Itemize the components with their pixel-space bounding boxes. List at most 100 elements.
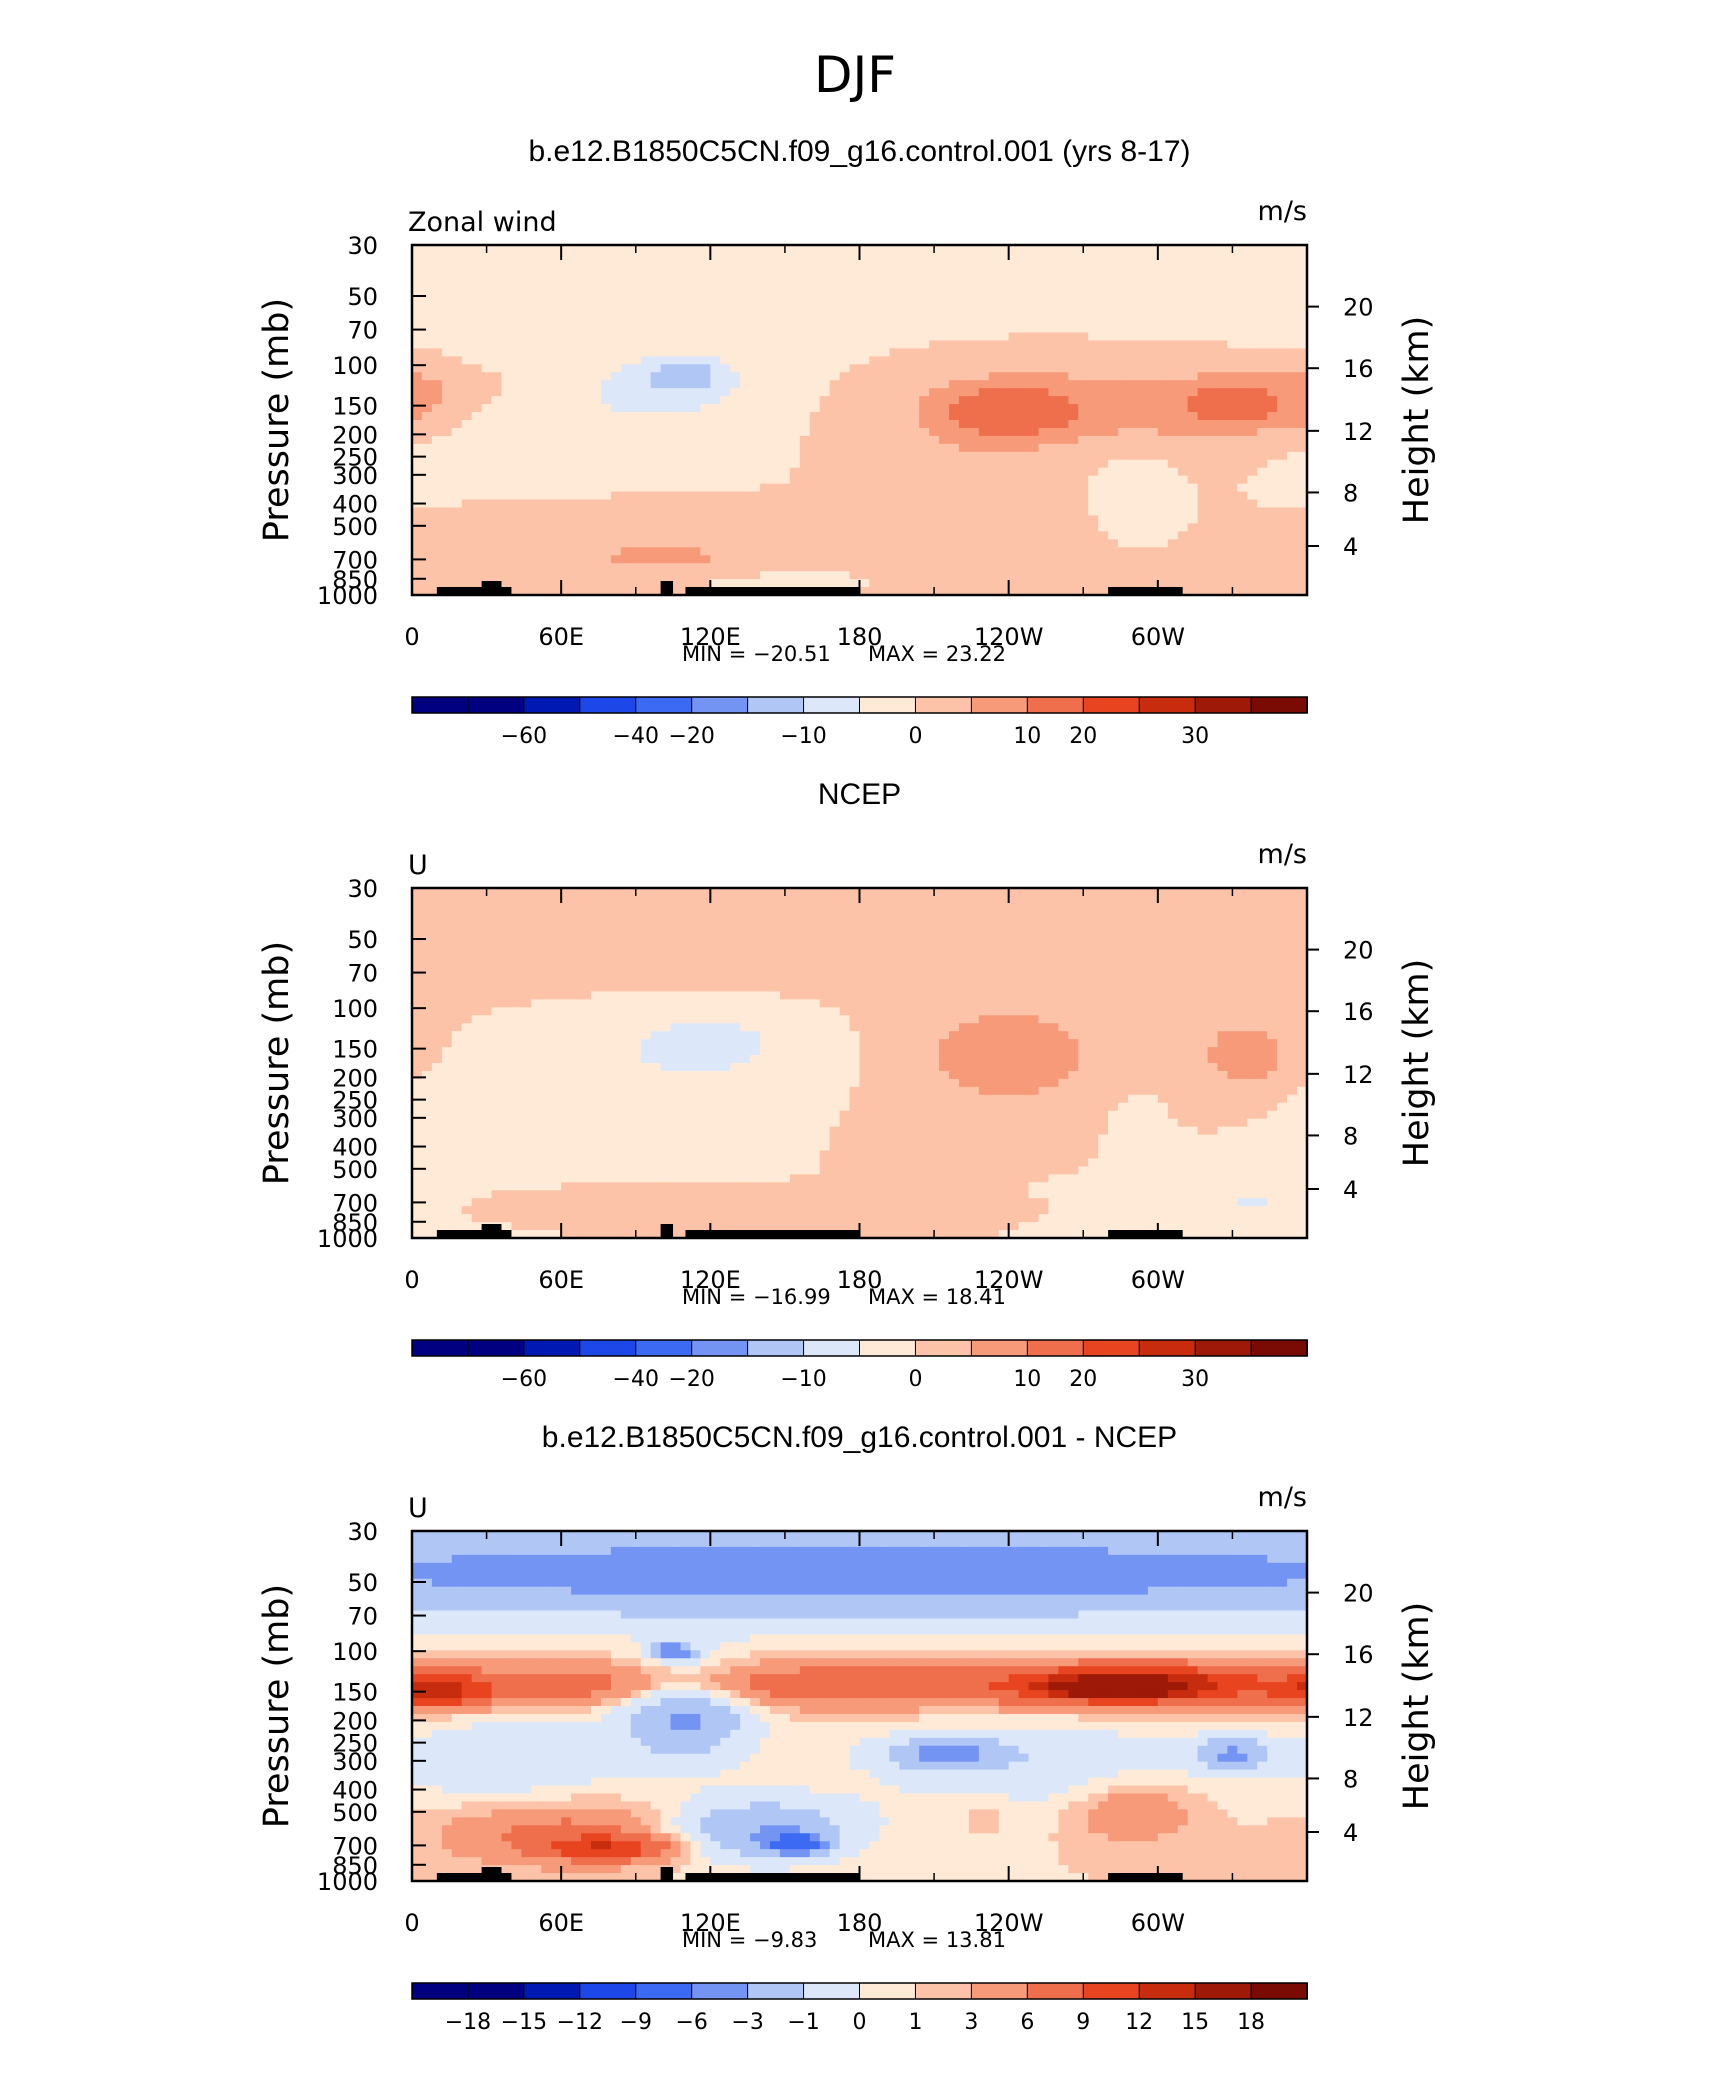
heatmap-cell — [571, 895, 582, 905]
heatmap-cell — [431, 959, 443, 969]
heatmap-cell — [849, 245, 861, 254]
heatmap-cell — [779, 483, 791, 493]
heatmap-cell — [1068, 903, 1079, 913]
heatmap-cell — [839, 396, 851, 405]
heatmap-cell — [1058, 388, 1069, 397]
heatmap-cell — [412, 959, 423, 969]
heatmap-cell — [829, 420, 841, 429]
heatmap-cell — [591, 364, 602, 373]
heatmap-cell — [968, 491, 980, 501]
heatmap-cell — [1157, 372, 1169, 381]
heatmap-cell — [710, 935, 721, 945]
heatmap-cell — [1197, 547, 1209, 556]
heatmap-cell — [829, 563, 841, 572]
heatmap-cell — [1028, 427, 1040, 437]
heatmap-cell — [929, 372, 940, 381]
heatmap-cell — [1287, 935, 1298, 945]
heatmap-cell — [1237, 276, 1248, 286]
heatmap-cell — [939, 531, 950, 540]
heatmap-cell — [849, 420, 861, 429]
heatmap-cell — [670, 284, 682, 294]
heatmap-cell — [939, 356, 950, 365]
heatmap-cell — [740, 427, 751, 437]
heatmap-cell — [869, 959, 880, 969]
heatmap-cell — [839, 252, 851, 262]
heatmap-cell — [431, 252, 443, 262]
heatmap-cell — [1098, 888, 1109, 897]
heatmap-cell — [1008, 531, 1020, 540]
heatmap-cell — [1118, 911, 1129, 921]
heatmap-cell — [421, 372, 433, 381]
heatmap-cell — [660, 427, 672, 437]
heatmap-cell — [1257, 364, 1268, 373]
heatmap-cell — [511, 951, 522, 961]
heatmap-cell — [1048, 459, 1059, 469]
heatmap-cell — [1237, 412, 1248, 421]
heatmap-cell — [988, 435, 1000, 445]
heatmap-cell — [919, 555, 930, 564]
heatmap-cell — [600, 531, 612, 540]
heatmap-cell — [730, 300, 741, 310]
heatmap-cell — [1267, 308, 1278, 318]
heatmap-cell — [551, 276, 562, 286]
heatmap-cell — [591, 571, 602, 580]
heatmap-cell — [1237, 467, 1248, 477]
heatmap-cell — [1128, 372, 1139, 381]
heatmap-cell — [760, 435, 771, 445]
heatmap-cell — [819, 435, 831, 445]
heatmap-cell — [1257, 245, 1268, 254]
heatmap-cell — [531, 252, 542, 262]
heatmap-cell — [610, 555, 622, 564]
heatmap-cell — [1247, 245, 1258, 254]
heatmap-cell — [620, 499, 632, 509]
heatmap-cell — [1008, 412, 1020, 421]
heatmap-cell — [571, 412, 582, 421]
heatmap-cell — [710, 404, 721, 413]
heatmap-cell — [451, 348, 463, 357]
heatmap-cell — [1257, 380, 1268, 389]
heatmap-cell — [1177, 515, 1189, 524]
heatmap-cell — [481, 252, 493, 262]
heatmap-cell — [839, 245, 851, 254]
heatmap-cell — [451, 332, 463, 342]
heatmap-cell — [750, 579, 761, 588]
heatmap-cell — [859, 951, 871, 961]
heatmap-cell — [451, 555, 463, 564]
heatmap-cell — [1038, 451, 1050, 461]
heatmap-cell — [1187, 380, 1199, 389]
heatmap-cell — [939, 587, 950, 596]
heatmap-cell — [968, 515, 980, 524]
heatmap-cell — [949, 364, 960, 373]
heatmap-cell — [680, 364, 692, 373]
heatmap-cell — [809, 340, 821, 349]
heatmap-cell — [1048, 499, 1059, 509]
heatmap-cell — [531, 284, 542, 294]
heatmap-cell — [700, 396, 711, 405]
heatmap-cell — [1257, 348, 1268, 357]
colorbar-box — [691, 696, 749, 714]
heatmap-cell — [680, 245, 692, 254]
heatmap-cell — [1227, 316, 1238, 326]
heatmap-cell — [829, 324, 841, 334]
heatmap-cell — [1038, 571, 1050, 580]
heatmap-cell — [1247, 539, 1258, 548]
heatmap-cell — [521, 563, 532, 572]
heatmap-cell — [541, 571, 552, 580]
heatmap-cell — [760, 308, 771, 318]
heatmap-cell — [521, 404, 532, 413]
heatmap-cell — [600, 903, 612, 913]
heatmap-cell — [1038, 284, 1050, 294]
heatmap-cell — [531, 420, 542, 429]
heatmap-cell — [441, 911, 453, 921]
heatmap-cell — [1088, 443, 1099, 453]
heatmap-cell — [1018, 587, 1030, 596]
heatmap-cell — [1247, 579, 1258, 588]
heatmap-cell — [650, 396, 662, 405]
heatmap-cell — [849, 364, 861, 373]
heatmap-cell — [869, 396, 880, 405]
heatmap-cell — [760, 499, 771, 509]
heatmap-cell — [1068, 483, 1079, 493]
heatmap-cell — [799, 245, 811, 254]
heatmap-cell — [849, 935, 861, 945]
heatmap-cell — [879, 316, 890, 326]
